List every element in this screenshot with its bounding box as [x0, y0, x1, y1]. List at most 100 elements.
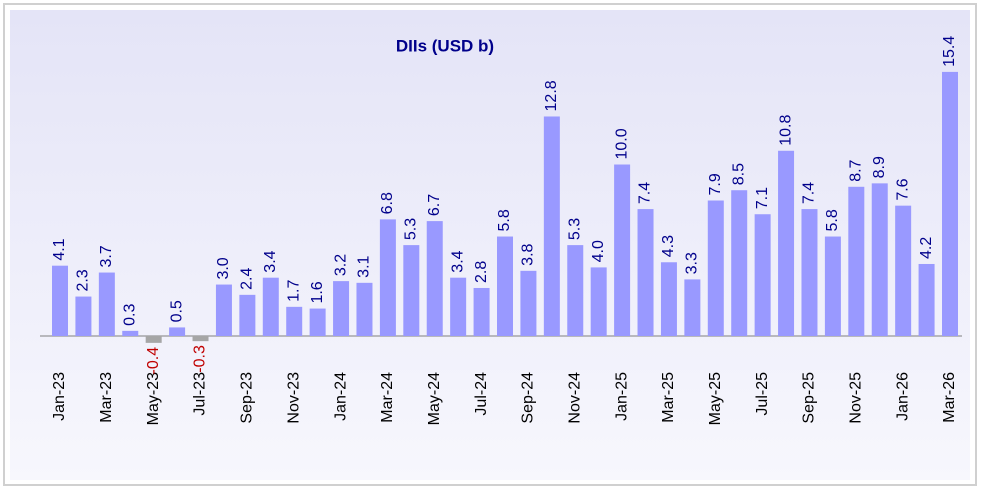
bar [848, 186, 865, 336]
value-label: 7.1 [754, 187, 771, 209]
value-label: 4.2 [918, 237, 935, 259]
value-label: 3.4 [262, 250, 279, 272]
bar [918, 263, 935, 336]
value-label: -0.4 [145, 347, 162, 375]
bar [660, 262, 677, 336]
bar [543, 116, 560, 336]
value-label: 3.7 [98, 245, 115, 267]
value-label: 3.2 [332, 254, 349, 276]
x-tick-label: May-24 [426, 372, 443, 425]
x-tick-label: Jul-25 [754, 372, 771, 416]
x-tick-label: May-25 [707, 372, 724, 425]
x-tick-label: May-23 [145, 372, 162, 425]
x-tick-label: Jul-24 [473, 372, 490, 416]
chart-title: DIIs (USD b) [396, 36, 494, 55]
value-label: 3.0 [215, 257, 232, 279]
bar [473, 287, 490, 336]
value-label: 1.6 [309, 281, 326, 303]
x-tick-label: Mar-26 [941, 372, 958, 423]
value-label: 7.9 [707, 173, 724, 195]
value-label: 5.8 [824, 209, 841, 231]
value-label: 8.9 [871, 156, 888, 178]
value-label: 6.8 [379, 192, 396, 214]
value-label: 7.6 [894, 178, 911, 200]
x-tick-label: Jan-25 [613, 372, 630, 421]
bar [426, 221, 443, 336]
x-tick-label: Nov-24 [566, 372, 583, 424]
bar [52, 265, 68, 336]
bar [871, 183, 888, 336]
value-label: 6.7 [426, 194, 443, 216]
x-tick-label: Mar-24 [379, 372, 396, 423]
bar [98, 272, 115, 336]
bar [637, 209, 654, 336]
bar [497, 236, 513, 336]
value-label: 0.5 [168, 300, 185, 322]
value-label: 1.7 [285, 280, 302, 302]
bar [942, 71, 958, 336]
x-tick-label: Jan-23 [51, 372, 68, 421]
bar [286, 306, 303, 336]
x-tick-label: Jan-24 [332, 372, 349, 421]
bar [333, 281, 350, 336]
value-label: 8.5 [730, 163, 747, 185]
x-tick-label: Mar-25 [660, 372, 677, 423]
value-label: 3.1 [356, 255, 373, 277]
bar [403, 245, 420, 336]
bar [684, 279, 701, 336]
value-label: 2.8 [473, 261, 490, 283]
bar [895, 205, 912, 336]
bar [801, 209, 818, 336]
bar [707, 200, 724, 336]
x-tick-label: Mar-23 [98, 372, 115, 423]
x-tick-label: Sep-25 [801, 372, 818, 424]
bar [614, 164, 631, 336]
bar [169, 327, 186, 336]
value-label: -0.3 [192, 345, 209, 373]
bar [262, 277, 279, 336]
value-label: 8.7 [848, 159, 865, 181]
bar [731, 190, 748, 336]
bar [239, 294, 256, 336]
value-label: 2.4 [239, 267, 256, 289]
bar [309, 308, 326, 336]
value-label: 4.1 [51, 238, 68, 260]
bar [520, 270, 537, 336]
bar [145, 336, 162, 343]
bar [75, 296, 92, 336]
bar [356, 282, 373, 336]
x-tick-label: Jan-26 [894, 372, 911, 421]
bar [379, 219, 396, 336]
bar [450, 277, 467, 336]
value-label: 4.3 [660, 235, 677, 257]
value-label: 4.0 [590, 240, 607, 262]
value-label: 5.3 [566, 218, 583, 240]
value-label: 10.8 [777, 115, 794, 146]
value-label: 10.0 [613, 128, 630, 159]
x-tick-label: Nov-23 [285, 372, 302, 424]
value-label: 5.3 [403, 218, 420, 240]
bar [824, 236, 841, 336]
bar [215, 284, 232, 336]
value-label: 12.8 [543, 80, 560, 111]
bar [754, 214, 771, 336]
value-label: 0.3 [121, 304, 138, 326]
x-tick-label: Sep-23 [239, 372, 256, 424]
bar [778, 150, 795, 336]
x-tick-label: Jul-23 [192, 372, 209, 416]
x-tick-label: Nov-25 [848, 372, 865, 424]
value-label: 2.3 [75, 269, 92, 291]
value-label: 15.4 [941, 36, 958, 67]
bar [567, 245, 584, 336]
bar [192, 336, 209, 342]
bar [590, 267, 607, 336]
value-label: 3.3 [684, 252, 701, 274]
x-tick-label: Sep-24 [520, 372, 537, 424]
value-label: 5.8 [496, 209, 513, 231]
value-label: 3.8 [520, 243, 537, 265]
value-label: 7.4 [801, 182, 818, 204]
value-label: 7.4 [637, 182, 654, 204]
value-label: 3.4 [449, 250, 466, 272]
bar [122, 330, 139, 336]
